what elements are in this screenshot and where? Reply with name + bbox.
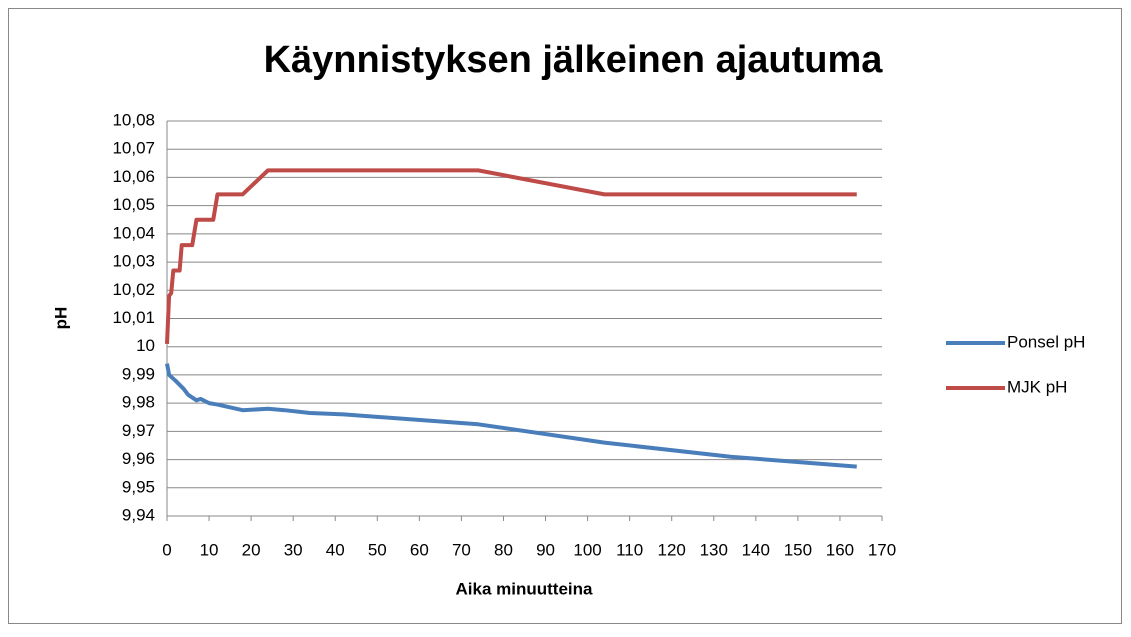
x-tick-label: 30 [284,540,303,559]
y-tick-label: 10,02 [112,280,155,299]
y-tick-label: 10,03 [112,252,155,271]
x-tick-label: 100 [573,540,601,559]
x-tick-label: 110 [616,540,643,559]
x-tick-label: 0 [162,540,171,559]
x-tick-label: 120 [658,540,686,559]
x-tick-label: 80 [494,540,513,559]
y-tick-label: 9,94 [122,505,155,524]
y-tick-label: 10,05 [112,195,155,214]
legend-label: MJK pH [1007,377,1067,396]
legend-label: Ponsel pH [1007,332,1085,351]
chart-title: Käynnistyksen jälkeinen ajautuma [264,39,884,81]
series-line [165,363,857,469]
x-tick-label: 70 [452,540,471,559]
x-tick-label: 160 [826,540,854,559]
series-line [165,168,857,344]
x-tick-label: 90 [536,540,555,559]
y-tick-label: 10,08 [112,110,155,129]
y-tick-label: 9,99 [122,364,155,383]
x-tick-label: 140 [742,540,770,559]
x-tick-label: 130 [700,540,728,559]
y-tick-label: 9,98 [122,393,155,412]
x-tick-label: 50 [368,540,387,559]
y-tick-label: 10 [136,336,155,355]
y-tick-label: 9,95 [122,477,155,496]
x-axis-label: Aika minuutteina [456,579,594,598]
y-tick-label: 10,04 [112,223,155,242]
chart-frame [8,8,1122,624]
x-tick-label: 10 [200,540,219,559]
x-tick-label: 170 [868,540,896,559]
y-tick-label: 10,06 [112,167,155,186]
x-tick-label: 60 [410,540,429,559]
y-axis-label: pH [51,307,70,330]
x-tick-label: 150 [784,540,812,559]
x-tick-label: 40 [326,540,345,559]
y-tick-label: 9,97 [122,421,155,440]
x-tick-label: 20 [242,540,261,559]
y-tick-label: 10,01 [112,308,155,327]
y-tick-label: 9,96 [122,449,155,468]
y-tick-label: 10,07 [112,139,155,158]
